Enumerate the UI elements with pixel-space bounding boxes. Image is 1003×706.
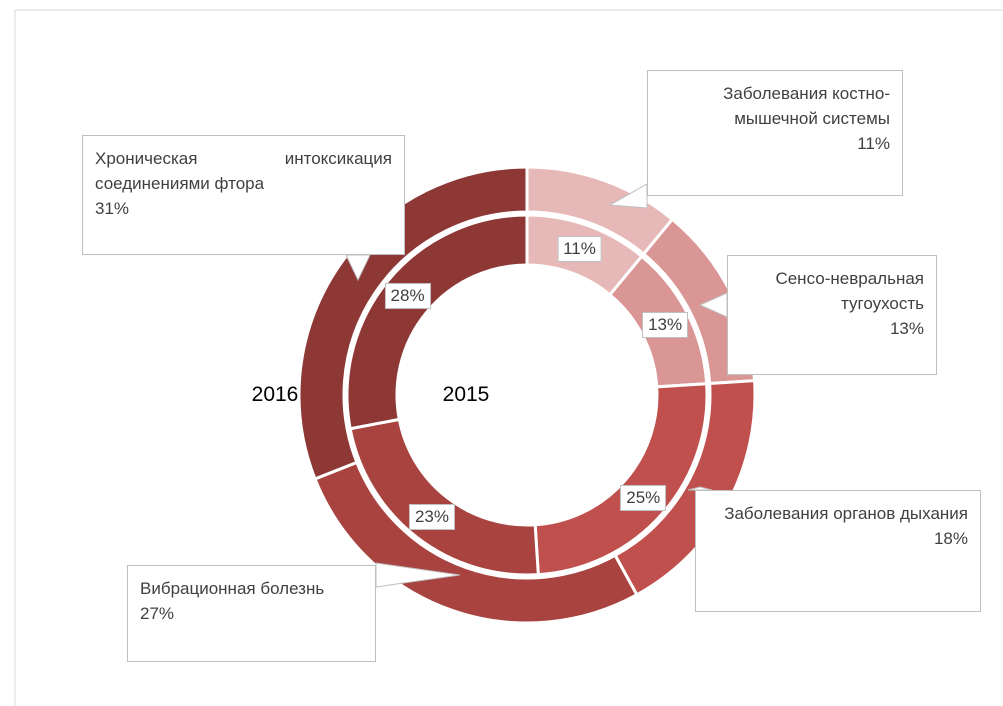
series-label: 2016 [251,383,299,406]
data-label: 18% [933,529,968,548]
callout: Заболевания костно-мышечной системы 11% [647,70,903,196]
category-label: Вибрационная болезнь [140,579,325,598]
data-label: 11% [857,134,890,153]
data-label: 28% [384,283,431,310]
callout-pointer [345,254,371,282]
series-label: 2015 [442,383,490,406]
data-label: 13% [642,311,689,338]
data-label: 27% [140,604,175,623]
category-label: Хроническая интоксикация соединениями фт… [95,149,392,193]
data-label: 31% [95,199,130,218]
category-label: Заболевания костно-мышечной системы [723,84,890,128]
category-label: Заболевания органов дыхания [724,504,968,523]
segment [345,213,529,431]
callout: Заболевания органов дыхания 18% [695,490,981,612]
data-label: 11% [557,236,602,263]
category-label: Сенсо-невральная тугоухость [775,269,924,313]
callout: Вибрационная болезнь 27% [127,565,376,662]
callout-pointer [608,183,648,209]
callout: Хроническая интоксикация соединениями фт… [82,135,405,255]
data-label: 23% [408,504,455,531]
callout-pointer [375,562,461,588]
callout: Сенсо-невральная тугоухость 13% [727,255,937,375]
data-label: 25% [620,484,667,511]
data-label: 13% [889,319,924,338]
